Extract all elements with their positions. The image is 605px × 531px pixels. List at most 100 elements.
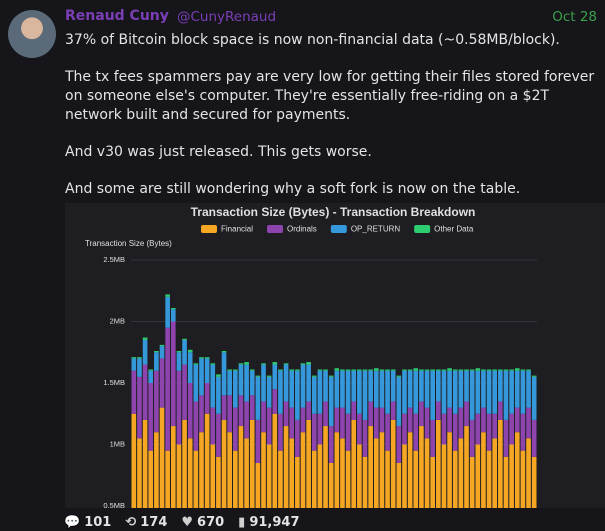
bar-segment [498,419,503,508]
bar-segment [351,401,357,420]
bar-segment [199,395,204,433]
legend-swatch [330,225,347,233]
bar-segment [261,363,266,365]
bar-segment [424,370,430,408]
bar-segment [300,432,306,508]
retweets[interactable]: ⟲ 174 [125,515,168,530]
bar-segment [334,370,340,408]
legend-label: Other Data [434,225,474,234]
bar-segment [436,401,441,420]
bar-segment [531,375,537,377]
bar-segment [170,426,176,508]
bar-segment [373,407,379,439]
bar-segment [193,401,199,451]
bar-segment [193,450,199,508]
bar-segment [531,419,537,457]
bar-segment [227,369,232,371]
bar-segment [481,370,486,408]
bar-segment [452,370,458,414]
likes[interactable]: ♥ 670 [181,515,225,530]
bar-segment [520,369,526,371]
bar-segment [503,456,509,508]
bar-segment [492,370,498,414]
views[interactable]: ▮ 91,947 [238,515,300,530]
bar-segment [436,419,441,508]
bar-segment [317,413,323,445]
bar-segment [357,413,362,445]
bar-segment [244,362,249,365]
bar-segment [379,370,385,408]
bar-segment [469,369,475,371]
bar-segment [159,358,165,408]
bar-segment [396,375,402,377]
bar-segment [351,370,357,402]
bar-segment [520,370,526,414]
author-name[interactable]: Renaud Cuny [65,8,169,24]
replies[interactable]: 💬 101 [64,515,112,530]
bar-segment [464,369,469,371]
bar-segment [199,432,204,508]
bar-segment [249,419,255,508]
bar-segment [159,346,165,359]
y-tick-label: 2MB [110,316,125,325]
bar-segment [182,419,187,508]
author-handle[interactable]: @CunyRenaud [177,9,277,25]
bar-segment [238,426,244,508]
bar-segment [424,438,430,508]
bar-segment [159,344,165,347]
bar-segment [385,369,390,371]
bar-segment [323,401,328,427]
bar-segment [142,339,148,365]
bar-segment [514,432,520,508]
bar-segment [221,395,227,420]
bar-segment [204,358,210,383]
bar-segment [379,407,385,433]
bar-segment [492,438,498,508]
bar-segment [317,370,323,414]
bar-segment [255,376,261,420]
bar-segment [486,370,492,414]
bar-segment [447,432,452,508]
paragraph: And v30 was just released. This gets wor… [65,144,372,160]
bar-segment [216,413,221,457]
bar-segment [351,369,357,371]
paragraph: 37% of Bitcoin block space is now non-fi… [65,32,560,48]
bar-segment [272,362,278,365]
bar-segment [165,327,170,451]
avatar[interactable] [8,10,56,58]
bar-segment [514,368,520,371]
bar-segment [238,364,244,396]
bar-segment [362,419,368,457]
bar-segment [475,370,481,414]
tweet-date[interactable]: Oct 28 [552,9,597,25]
bar-segment [469,370,475,420]
bar-segment [238,395,244,427]
bar-segment [306,419,311,508]
bar-segment [278,370,283,414]
bar-segment [328,426,334,463]
bar-segment [244,401,249,439]
bar-segment [520,450,526,508]
bar-segment [204,383,210,414]
bar-segment [407,369,413,371]
bar-segment [368,426,373,508]
bar-segment [148,370,154,383]
bar-segment [373,438,379,508]
bar-segment [221,352,227,396]
paragraph: The tx fees spammers pay are very low fo… [65,69,595,123]
bar-segment [486,450,492,508]
bar-segment [452,369,458,371]
bar-segment [261,364,266,402]
bar-segment [137,358,142,377]
bar-segment [199,358,204,396]
bar-segment [295,456,300,508]
bar-segment [311,375,317,377]
bar-segment [531,456,537,508]
bar-segment [311,376,317,414]
bar-segment [131,357,137,359]
bar-segment [424,369,430,371]
bar-segment [193,363,199,365]
bar-segment [255,375,261,377]
bar-segment [300,407,306,433]
bar-segment [233,370,238,408]
